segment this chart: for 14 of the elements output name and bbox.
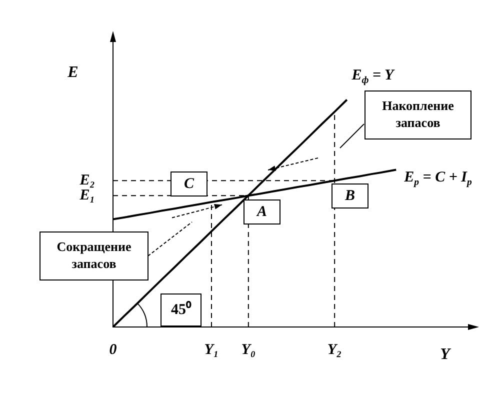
- x-tick-label: Y₀: [241, 342, 256, 358]
- y-axis-title: E: [66, 64, 78, 82]
- x-tick-label: Y₂: [327, 342, 342, 358]
- annotation: B: [344, 188, 356, 204]
- x-axis-title: Y: [440, 346, 452, 364]
- x-tick-label: 0: [109, 342, 118, 358]
- x-tick-label: Y₁: [204, 342, 219, 358]
- annotation: 45⁰: [171, 300, 192, 318]
- annotation: Накопление запасов: [382, 98, 454, 130]
- annotation: Сокращение запасов: [56, 238, 132, 271]
- ref-line-label: E₁: [78, 188, 95, 204]
- ref-line-label: E₂: [78, 172, 95, 189]
- annotation: A: [256, 204, 268, 220]
- annotation: C: [184, 176, 195, 192]
